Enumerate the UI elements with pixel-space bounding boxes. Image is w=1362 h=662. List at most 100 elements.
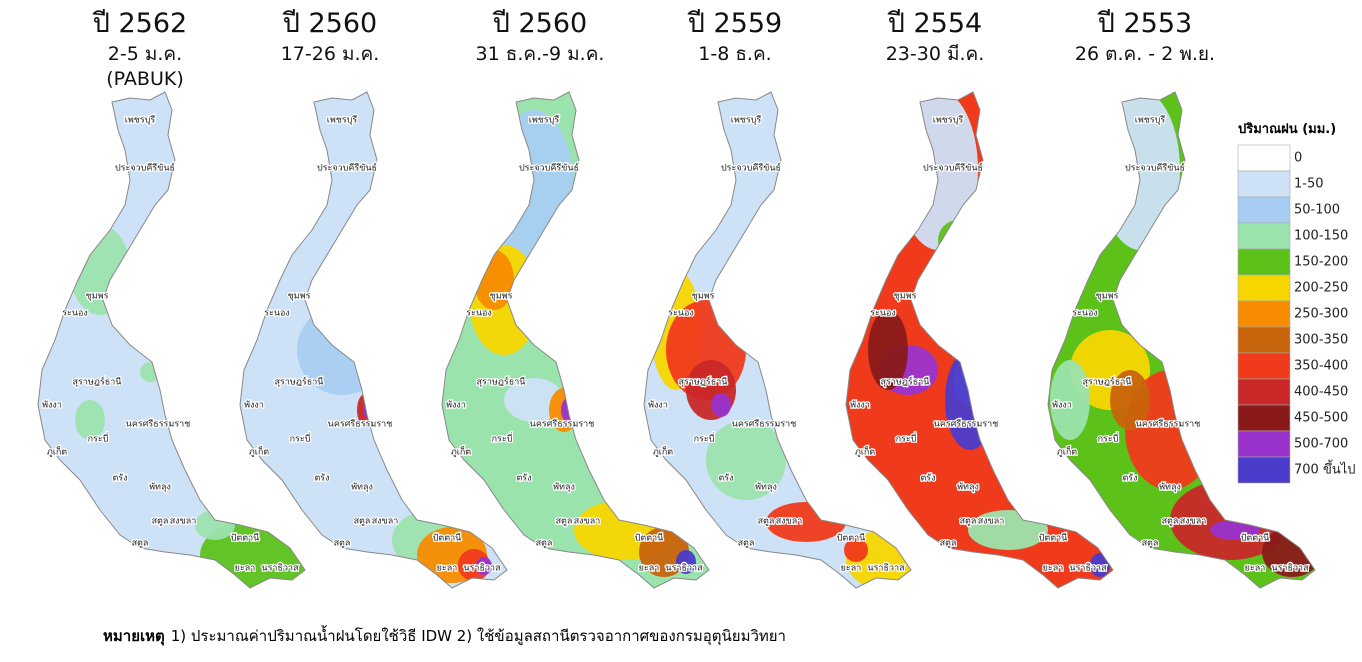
legend-swatch — [1237, 430, 1291, 458]
province-label: ตรัง — [314, 474, 329, 484]
legend-swatch — [1237, 170, 1291, 198]
province-label: สุราษฎร์ธานี — [477, 376, 526, 388]
province-label: ชุมพร — [1096, 292, 1119, 302]
province-label: สงขลา — [574, 517, 601, 527]
province-label: ชุมพร — [692, 292, 715, 302]
panel-subtitle: 1-8 ธ.ค. — [698, 43, 771, 65]
province-label: กระบี่ — [1098, 432, 1119, 445]
panel-title: ปี 2553 — [1097, 8, 1192, 39]
legend-swatch — [1237, 300, 1291, 328]
province-label: พัทลุง — [755, 483, 777, 493]
province-label: ระนอง — [870, 309, 896, 319]
province-label: พังงา — [850, 401, 870, 411]
panel-title: ปี 2562 — [92, 8, 187, 39]
province-label: พังงา — [446, 401, 466, 411]
note: หมายเหตุ 1) ประมาณค่าปริมาณน้ำฝนโดยใช้วิธ… — [103, 625, 786, 646]
province-label: สตูล — [132, 539, 149, 549]
legend: ปริมาณฝน (มม.) 0 1-50 50-100 100-150 150-200 2… — [1237, 122, 1356, 484]
legend-swatch — [1237, 144, 1291, 172]
province-label: นครศรีธรรมราช — [934, 419, 999, 430]
panel-subtitle: 26 ต.ค. - 2 พ.ย. — [1075, 43, 1215, 65]
province-label: สตูล — [536, 539, 553, 549]
province-label: สตูล — [334, 539, 351, 549]
panel-title: ปี 2560 — [492, 8, 587, 39]
province-label: ชุมพร — [288, 292, 311, 302]
province-label: กระบี่ — [694, 432, 715, 445]
province-label: สงขลา — [372, 517, 399, 527]
province-label: ปัตตานี — [635, 533, 664, 544]
province-label: ปัตตานี — [433, 533, 462, 544]
legend-swatch — [1237, 274, 1291, 302]
province-label: สุราษฎร์ธานี — [881, 376, 930, 388]
rain-zone — [1110, 370, 1150, 430]
province-label: ประจวบคีรีขันธ์ — [923, 162, 983, 174]
panel-subtitle: (PABUK) — [106, 68, 183, 90]
province-label: นครศรีธรรมราช — [328, 419, 393, 430]
province-label: ตรัง — [718, 474, 733, 484]
province-label: ประจวบคีรีขันธ์ — [721, 162, 781, 174]
province-label: กระบี่ — [492, 432, 513, 445]
legend-swatch — [1237, 352, 1291, 380]
province-label: นราธิวาส — [463, 563, 501, 574]
province-label: ภูเก็ต — [653, 445, 673, 458]
province-label: ประจวบคีรีขันธ์ — [519, 162, 579, 174]
province-label: ยะลา — [235, 564, 256, 574]
province-label: พังงา — [42, 401, 62, 411]
legend-label: 200-250 — [1294, 281, 1348, 296]
panel-subtitle: 2-5 ม.ค. — [108, 43, 182, 65]
province-label: ปัตตานี — [1039, 533, 1068, 544]
rain-zone — [504, 378, 564, 422]
province-label: ชุมพร — [86, 292, 109, 302]
province-label: สุราษฎร์ธานี — [73, 376, 122, 388]
province-label: ยะลา — [437, 564, 458, 574]
legend-swatch — [1237, 196, 1291, 224]
panel-title: ปี 2559 — [687, 8, 782, 39]
province-label: เพชรบุรี — [327, 115, 358, 126]
panel-title: ปี 2560 — [282, 8, 377, 39]
panel-subtitle: 17-26 ม.ค. — [281, 43, 380, 65]
province-label: กระบี่ — [896, 432, 917, 445]
rain-zone — [476, 557, 492, 575]
legend-swatch — [1237, 456, 1291, 484]
legend-label: 0 — [1294, 151, 1302, 166]
province-label: ภูเก็ต — [249, 445, 269, 458]
province-label: พังงา — [648, 401, 668, 411]
province-label: ระนอง — [1072, 309, 1098, 319]
legend-swatch — [1237, 326, 1291, 354]
legend-swatch — [1237, 378, 1291, 406]
legend-label: 700 ขึ้นไป — [1294, 460, 1356, 478]
province-label: เพชรบุรี — [125, 115, 156, 126]
province-label: นราธิวาส — [867, 563, 905, 574]
province-label: สงขลา — [170, 517, 197, 527]
province-label: ภูเก็ต — [1057, 445, 1077, 458]
rain-zone — [676, 550, 696, 574]
province-label: สตูล — [556, 517, 573, 527]
panel-subtitle: 31 ธ.ค.-9 ม.ค. — [476, 43, 605, 65]
legend-label: 350-400 — [1294, 359, 1348, 374]
province-label: นครศรีธรรมราช — [126, 419, 191, 430]
province-label: ปัตตานี — [1241, 533, 1270, 544]
province-label: นครศรีธรรมราช — [1136, 419, 1201, 430]
province-label: ประจวบคีรีขันธ์ — [115, 162, 175, 174]
province-label: สตูล — [940, 539, 957, 549]
province-label: เพชรบุรี — [529, 115, 560, 126]
legend-swatch — [1237, 404, 1291, 432]
province-label: พัทลุง — [149, 483, 171, 493]
rain-zone — [938, 220, 978, 260]
note-label: หมายเหตุ — [103, 627, 165, 646]
legend-label: 250-300 — [1294, 307, 1348, 322]
province-label: ยะลา — [1043, 564, 1064, 574]
legend-label: 450-500 — [1294, 411, 1348, 426]
legend-swatch — [1237, 222, 1291, 250]
legend-label: 100-150 — [1294, 229, 1348, 244]
province-label: ระนอง — [264, 309, 290, 319]
province-label: เพชรบุรี — [1135, 115, 1166, 126]
province-label: นครศรีธรรมราช — [530, 419, 595, 430]
province-label: ประจวบคีรีขันธ์ — [317, 162, 377, 174]
province-label: ปัตตานี — [231, 533, 260, 544]
panel-subtitle: 23-30 มี.ค. — [886, 43, 985, 65]
rain-zone — [868, 310, 908, 390]
province-label: ตรัง — [1122, 474, 1137, 484]
province-label: ตรัง — [112, 474, 127, 484]
